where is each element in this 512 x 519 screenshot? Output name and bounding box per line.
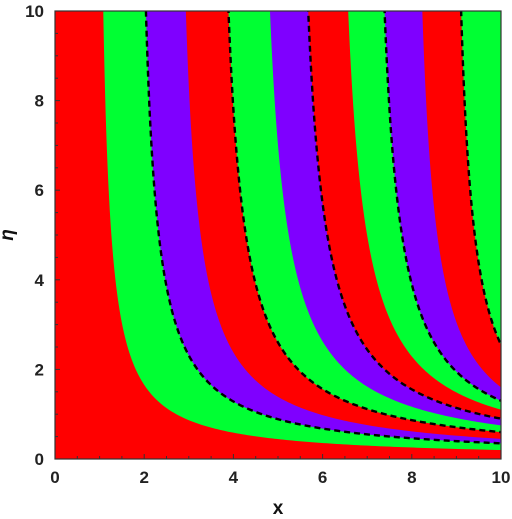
x-axis-title: x xyxy=(273,498,284,519)
dashed-boundaries xyxy=(144,11,501,445)
y-tick-label: 2 xyxy=(35,360,44,379)
y-axis: 0 2 4 6 8 10 xyxy=(25,2,60,469)
band-2-green xyxy=(55,11,501,459)
y-tick-label: 10 xyxy=(25,2,44,21)
y-tick-label: 4 xyxy=(35,271,45,290)
dashed-boundary-3 xyxy=(307,11,501,420)
region-bands xyxy=(55,11,501,459)
x-tick-label: 6 xyxy=(318,468,327,487)
x-tick-label: 0 xyxy=(50,468,59,487)
x-tick-label: 4 xyxy=(229,468,239,487)
x-tick-label: 2 xyxy=(139,468,148,487)
x-tick-label: 8 xyxy=(407,468,416,487)
dashed-boundary-5 xyxy=(459,11,501,346)
x-tick-label: 10 xyxy=(492,468,511,487)
dashed-boundary-2 xyxy=(227,11,501,434)
y-tick-label: 6 xyxy=(35,181,44,200)
dashed-boundary-1 xyxy=(144,11,501,445)
y-tick-label: 0 xyxy=(35,450,44,469)
x-axis: 0 2 4 6 8 10 xyxy=(50,454,510,487)
y-axis-title: η xyxy=(0,229,18,241)
band-1-red xyxy=(55,11,501,459)
y-tick-label: 8 xyxy=(35,92,44,111)
